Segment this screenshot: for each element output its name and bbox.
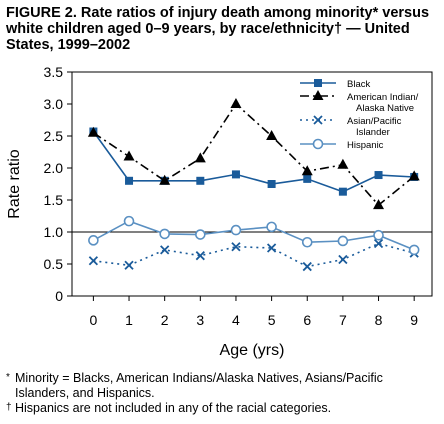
footnote-hispanic-text: Hispanics are not included in any of the… bbox=[15, 401, 332, 415]
legend-item: American Indian/Alaska Native bbox=[300, 90, 419, 114]
data-point-circle bbox=[195, 229, 206, 240]
data-point-x bbox=[373, 238, 384, 249]
legend-label: American Indian/ bbox=[347, 92, 419, 103]
series-asian-pacific-islander bbox=[88, 238, 419, 272]
legend-label: Asian/Pacific bbox=[347, 116, 402, 127]
data-point-triangle bbox=[230, 98, 242, 108]
data-point-x bbox=[338, 254, 348, 265]
legend-label: Black bbox=[347, 79, 370, 90]
data-point-circle bbox=[88, 235, 99, 246]
data-point-x bbox=[302, 261, 312, 272]
data-point-triangle bbox=[408, 170, 420, 181]
x-tick-label: 0 bbox=[89, 312, 97, 328]
data-point-circle bbox=[123, 215, 135, 227]
data-point-triangle bbox=[194, 152, 206, 163]
series-line bbox=[93, 220, 415, 251]
data-point-circle bbox=[266, 221, 277, 233]
data-point-x bbox=[124, 260, 134, 270]
data-point-triangle bbox=[312, 90, 324, 100]
y-axis-label: Rate ratio bbox=[6, 149, 23, 218]
data-point-circle bbox=[159, 228, 170, 240]
y-tick-label: 3.5 bbox=[44, 64, 64, 80]
legend-label: Hispanic bbox=[347, 140, 384, 151]
series-line bbox=[92, 131, 415, 193]
footnote-minority-cont: Islanders, and Hispanics. bbox=[6, 386, 440, 401]
y-tick-label: 2.0 bbox=[44, 160, 64, 176]
data-point-x bbox=[195, 251, 205, 261]
data-point-square bbox=[374, 171, 383, 180]
series-american-indian-alaska-native bbox=[87, 98, 420, 210]
data-point-triangle bbox=[301, 165, 313, 176]
chart-title: FIGURE 2. Rate ratios of injury death am… bbox=[6, 5, 430, 53]
y-tick-label: 3.0 bbox=[44, 96, 64, 112]
data-point-circle bbox=[230, 224, 242, 236]
data-point-square bbox=[267, 180, 276, 188]
data-point-circle bbox=[301, 236, 313, 248]
data-point-triangle bbox=[123, 150, 135, 161]
data-point-circle bbox=[337, 235, 349, 247]
data-point-x bbox=[231, 242, 241, 252]
y-tick-label: 0 bbox=[55, 288, 63, 304]
data-point-square bbox=[196, 176, 205, 185]
x-tick-label: 8 bbox=[375, 312, 383, 328]
footnote-minority: * Minority = Blacks, American Indians/Ala… bbox=[6, 371, 440, 386]
data-point-x bbox=[313, 115, 323, 125]
x-tick-label: 4 bbox=[232, 312, 240, 328]
data-point-square bbox=[303, 174, 312, 183]
x-tick-label: 3 bbox=[196, 312, 204, 328]
footnotes: * Minority = Blacks, American Indians/Ala… bbox=[6, 371, 440, 416]
data-point-circle bbox=[312, 138, 324, 150]
x-tick-label: 2 bbox=[161, 312, 169, 328]
data-point-triangle bbox=[266, 130, 278, 140]
plot-frame bbox=[71, 71, 433, 297]
series-hispanic bbox=[88, 215, 420, 256]
data-point-x bbox=[88, 256, 99, 266]
footnote-symbol-dagger: † bbox=[6, 402, 12, 413]
footnote-minority-text-2: Islanders, and Hispanics. bbox=[15, 386, 155, 400]
x-tick-label: 6 bbox=[303, 312, 311, 328]
y-tick-label: 1.5 bbox=[44, 192, 64, 208]
y-tick-label: 2.5 bbox=[44, 128, 64, 144]
legend-item: Hispanic bbox=[300, 138, 384, 151]
y-tick-label: 0.5 bbox=[44, 256, 64, 272]
data-point-circle bbox=[408, 244, 420, 256]
footnote-symbol-asterisk: * bbox=[6, 372, 10, 383]
x-tick-label: 7 bbox=[339, 312, 347, 328]
data-point-triangle bbox=[373, 199, 385, 210]
x-tick-label: 1 bbox=[125, 312, 133, 328]
data-point-triangle bbox=[337, 158, 349, 169]
legend-label: Islander bbox=[356, 127, 390, 138]
x-axis-label: Age (yrs) bbox=[220, 342, 285, 359]
data-point-circle bbox=[373, 229, 384, 241]
data-point-square bbox=[231, 170, 240, 179]
y-tick-label: 1.0 bbox=[44, 224, 64, 240]
data-point-x bbox=[266, 243, 277, 253]
series-line bbox=[92, 102, 415, 207]
x-tick-label: 5 bbox=[268, 312, 276, 328]
footnote-hispanic: † Hispanics are not included in any of th… bbox=[6, 401, 440, 416]
series-line bbox=[93, 242, 415, 268]
data-point-triangle bbox=[159, 174, 171, 185]
legend-label: Alaska Native bbox=[356, 103, 414, 114]
data-point-square bbox=[338, 187, 347, 196]
data-point-square bbox=[314, 79, 322, 87]
data-point-x bbox=[160, 245, 170, 255]
legend-item: Black bbox=[300, 79, 370, 90]
x-tick-label: 9 bbox=[410, 312, 418, 328]
data-point-square bbox=[125, 176, 134, 185]
footnote-minority-text: Minority = Blacks, American Indians/Alas… bbox=[15, 371, 383, 385]
data-point-triangle bbox=[87, 126, 99, 137]
